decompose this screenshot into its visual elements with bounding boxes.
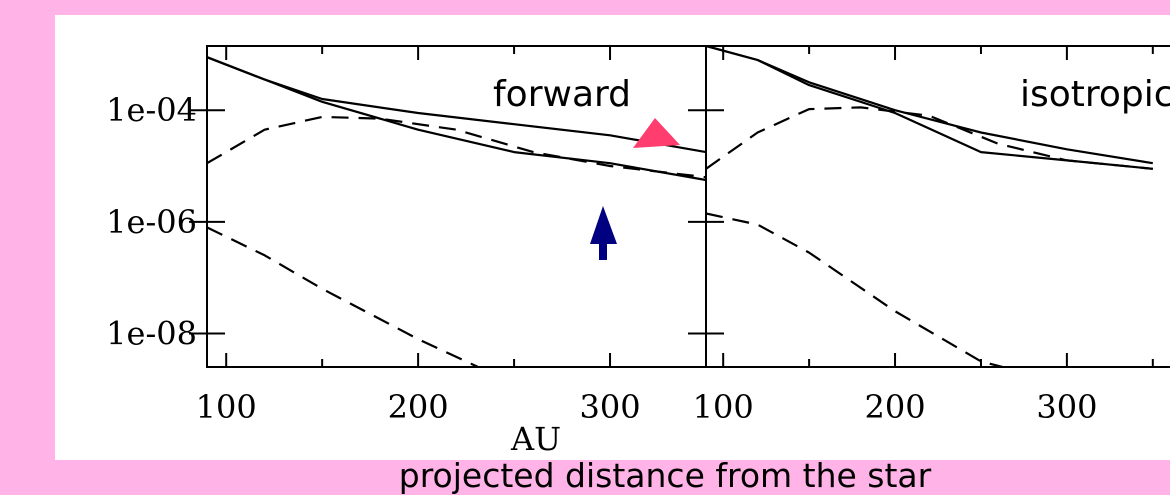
figure-caption: projected distance from the star xyxy=(399,456,932,495)
annotation-forward: forward xyxy=(493,74,631,115)
red-arrow-marker xyxy=(633,118,680,148)
x-tick-label-isotropic-200: 200 xyxy=(864,388,925,426)
series-line-forward-4 xyxy=(207,226,481,367)
series-line-forward-3 xyxy=(207,115,706,179)
axis-ticks xyxy=(189,46,1154,367)
series-line-isotropic-4 xyxy=(706,212,1007,367)
tick-labels: 100 200 300 1e-04 1e-06 1e-08 100 200 300 xyxy=(106,91,1097,426)
panel-forward-frame xyxy=(206,45,707,368)
y-tick-label-2: 1e-08 xyxy=(106,315,197,353)
series-line-isotropic-3 xyxy=(706,106,1153,170)
panel-isotropic-curves xyxy=(706,46,1153,367)
x-tick-label-forward-300: 300 xyxy=(579,388,640,426)
x-axis-label: AU xyxy=(510,420,561,458)
x-tick-label-forward-200: 200 xyxy=(388,388,449,426)
x-tick-label-isotropic-300: 300 xyxy=(1036,388,1097,426)
series-line-forward-2 xyxy=(207,56,706,182)
panel-isotropic-frame xyxy=(706,45,1170,368)
x-tick-label-isotropic-100: 100 xyxy=(693,388,754,426)
y-tick-label-1: 1e-06 xyxy=(106,203,197,241)
blue-arrow-marker xyxy=(590,206,617,260)
x-tick-label-forward-100: 100 xyxy=(196,388,257,426)
y-tick-label-0: 1e-04 xyxy=(106,91,197,129)
annotation-isotropic: isotropic xyxy=(1020,74,1170,115)
panel-forward-curves xyxy=(207,56,706,367)
